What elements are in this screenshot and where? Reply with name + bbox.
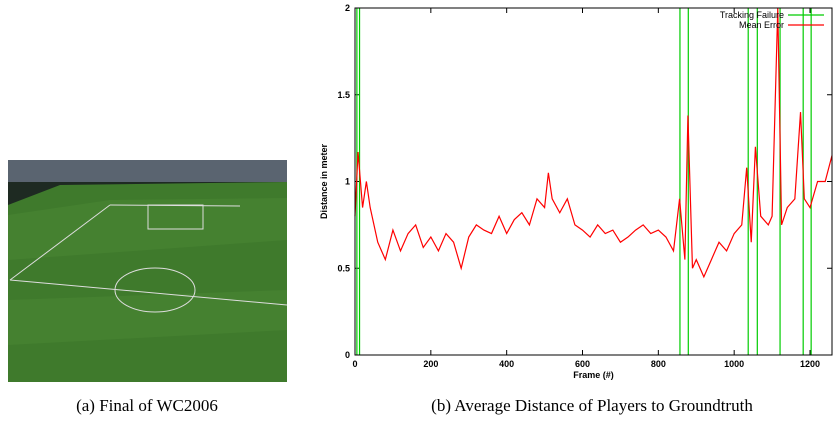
chart-caption: (b) Average Distance of Players to Groun… [431,396,753,415]
y-tick-label: 2 [345,3,350,13]
x-tick-label: 800 [651,359,666,369]
x-tick-label: 1200 [800,359,820,369]
image-caption: (a) Final of WC2006 [76,396,218,415]
mean-error-line [354,7,833,279]
x-tick-label: 0 [352,359,357,369]
x-axis-label: Frame (#) [573,370,614,380]
x-tick-label: 600 [575,359,590,369]
y-axis-label: Distance in meter [319,143,329,219]
legend-label: Tracking Failure [720,10,784,20]
y-tick-label: 0 [345,350,350,360]
x-tick-label: 400 [499,359,514,369]
x-tick-label: 1000 [724,359,744,369]
y-tick-label: 0.5 [337,263,350,273]
legend-label: Mean Error [739,20,784,30]
y-tick-label: 1.5 [337,90,350,100]
plot-frame [354,7,833,356]
stadium-photo [8,160,288,382]
x-tick-label: 200 [423,359,438,369]
y-tick-label: 1 [345,177,350,187]
